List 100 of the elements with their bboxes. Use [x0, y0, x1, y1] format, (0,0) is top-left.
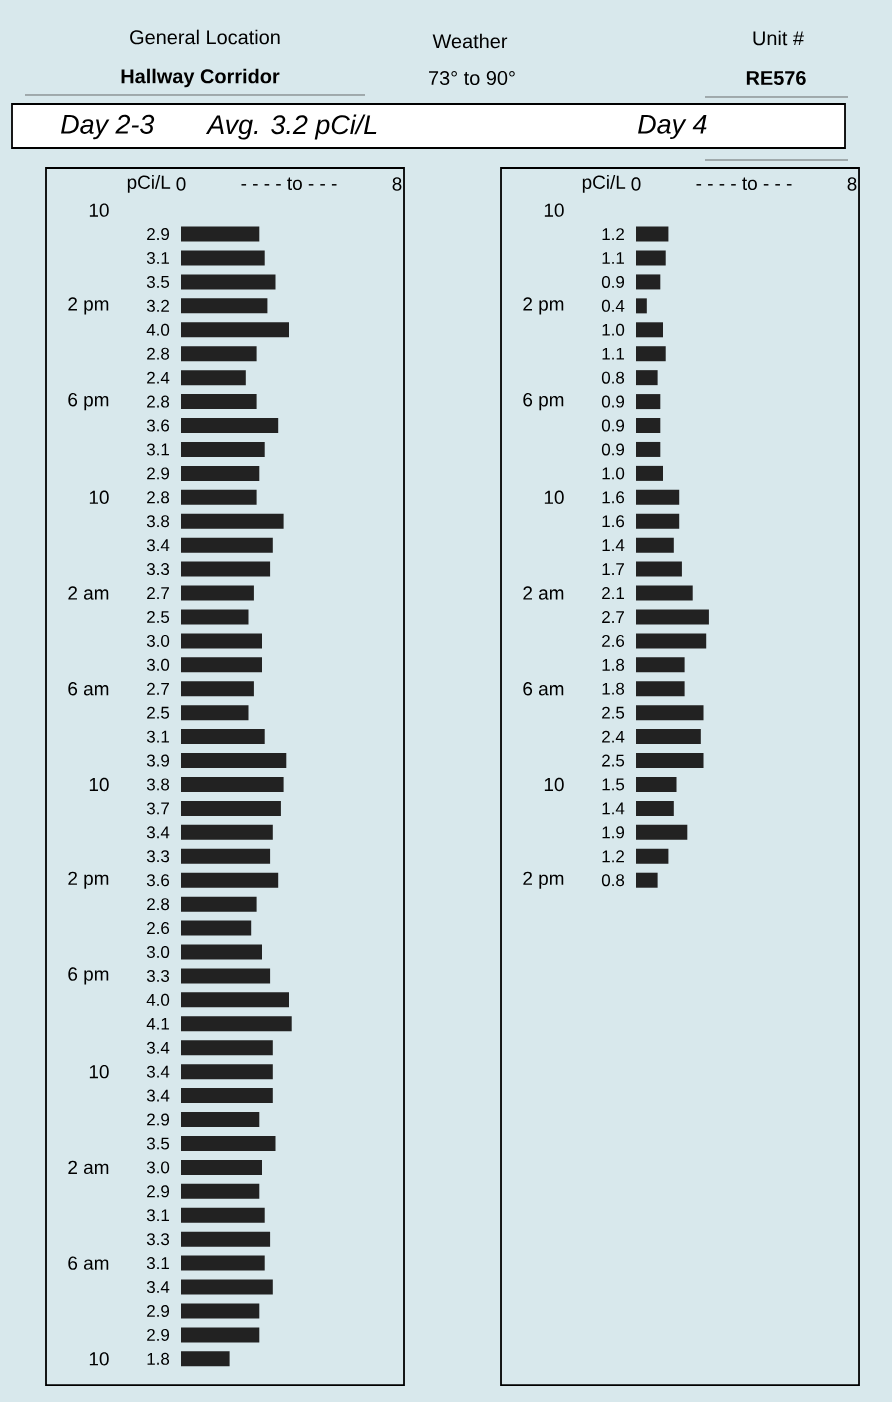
data-label: 3.9: [146, 754, 170, 767]
bar: [636, 298, 647, 314]
y-tick-label: 2 pm: [523, 871, 564, 889]
bar: [636, 250, 666, 266]
bar: [181, 537, 273, 553]
data-label: 3.5: [146, 1137, 170, 1150]
data-label: 3.6: [146, 419, 170, 432]
data-label: 3.3: [146, 563, 170, 576]
bar: [181, 657, 262, 673]
y-tick-label: 10: [544, 490, 564, 505]
data-label: 2.6: [147, 922, 170, 935]
y-tick-label: 6 pm: [68, 967, 109, 985]
bar: [181, 298, 268, 314]
data-label: 2.8: [147, 347, 170, 360]
data-label: 2.9: [147, 1304, 170, 1317]
y-tick-label: 6 am: [68, 682, 109, 696]
bar: [636, 753, 704, 769]
data-label: 2.1: [602, 587, 624, 599]
bar: [636, 418, 661, 434]
bar: [636, 226, 669, 242]
data-label: 1.8: [147, 1352, 170, 1365]
bar: [636, 872, 658, 888]
bar: [636, 776, 677, 792]
data-label: 0.8: [601, 874, 625, 887]
data-label: 1.1: [602, 252, 624, 264]
data-label: 2.7: [147, 587, 169, 599]
y-tick-label: 6 pm: [68, 393, 109, 411]
data-label: 2.8: [147, 395, 170, 408]
bar: [181, 274, 276, 290]
data-label: 1.7: [602, 563, 624, 575]
data-label: 2.8: [147, 491, 170, 504]
data-label: 3.4: [146, 1041, 170, 1054]
x-axis-title: pCi/L: [127, 174, 171, 193]
data-label: 0.9: [601, 419, 625, 432]
chart-subtitle: Avg. 3.2 pCi/L: [205, 114, 377, 140]
bar: [636, 537, 674, 553]
text: RE576: [746, 70, 806, 86]
data-label: 2.6: [602, 634, 625, 647]
bar: [181, 1255, 265, 1271]
data-label: 2.9: [147, 1185, 170, 1198]
y-tick-label: 2 pm: [523, 297, 564, 315]
bar: [181, 226, 260, 242]
y-tick-label: 10: [89, 203, 109, 217]
text: Hallway Corridor: [121, 68, 280, 88]
bar: [636, 370, 658, 386]
x-tick-label: 0: [631, 177, 641, 191]
data-label: 1.2: [602, 228, 624, 240]
bar: [181, 465, 260, 481]
text: 73° to 90°: [429, 70, 515, 86]
bar: [636, 322, 664, 338]
y-tick-label: 10: [544, 203, 564, 217]
bar: [181, 394, 257, 410]
bar: [636, 561, 682, 577]
bar: [181, 1016, 292, 1032]
data-label: 1.4: [602, 539, 625, 551]
bar: [181, 489, 257, 505]
data-label: 4.1: [146, 1017, 169, 1030]
bar: [181, 633, 262, 649]
bar: [181, 250, 265, 266]
data-label: 3.4: [146, 1281, 170, 1294]
data-label: 3.4: [146, 1065, 170, 1078]
bar: [636, 394, 661, 410]
bar: [636, 705, 704, 721]
bar: [181, 848, 271, 864]
y-tick-label: 10: [89, 1352, 109, 1366]
bar: [636, 729, 701, 745]
data-label: 1.5: [602, 778, 625, 791]
data-label: 1.9: [602, 826, 625, 839]
y-tick-label: 2 pm: [68, 297, 109, 315]
bar: [636, 274, 661, 290]
data-label: 0.9: [601, 443, 625, 456]
data-label: 0.9: [601, 275, 625, 288]
bar: [636, 681, 685, 697]
bar: [181, 729, 265, 745]
data-label: 3.2: [146, 299, 169, 312]
data-label: 0.4: [601, 299, 625, 312]
data-label: 3.0: [146, 658, 170, 671]
bar: [181, 1040, 273, 1056]
bar: [636, 346, 666, 362]
data-label: 3.0: [146, 634, 170, 647]
data-label: 1.8: [602, 658, 625, 671]
data-label: 1.2: [602, 850, 624, 863]
bar: [181, 896, 257, 912]
y-tick-label: 2 am: [68, 1160, 109, 1175]
data-label: 3.3: [146, 850, 170, 863]
text: General Location: [130, 29, 280, 45]
data-label: 3.7: [146, 802, 169, 815]
data-label: 3.4: [146, 826, 170, 839]
x-tick-label: 8: [847, 177, 857, 191]
data-label: 4.0: [146, 993, 170, 1006]
bar: [181, 872, 279, 888]
data-label: 3.4: [146, 1089, 170, 1102]
bar: [181, 776, 284, 792]
y-tick-label: 10: [89, 777, 109, 792]
y-tick-label: 6 am: [68, 1256, 109, 1270]
data-label: 3.4: [146, 539, 170, 552]
bar: [181, 585, 254, 601]
bar: [181, 1279, 273, 1295]
data-label: 3.0: [146, 1161, 170, 1174]
data-label: 3.1: [146, 443, 169, 456]
